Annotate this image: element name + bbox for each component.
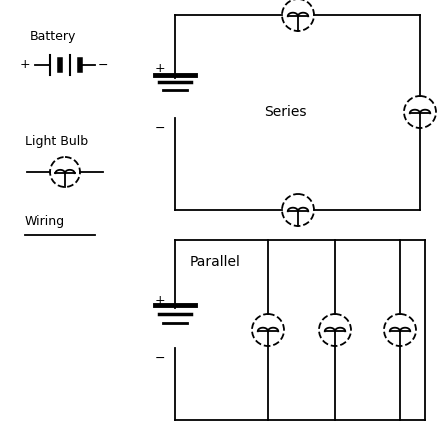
Text: Battery: Battery xyxy=(30,30,76,43)
Text: +: + xyxy=(155,293,165,307)
Text: +: + xyxy=(20,58,30,72)
Text: −: − xyxy=(155,122,165,134)
Text: −: − xyxy=(155,351,165,364)
Text: Light Bulb: Light Bulb xyxy=(25,135,88,148)
Text: Parallel: Parallel xyxy=(190,255,241,269)
Text: Series: Series xyxy=(264,105,306,119)
Text: −: − xyxy=(98,58,108,72)
Text: +: + xyxy=(155,61,165,75)
Text: Wiring: Wiring xyxy=(25,215,65,228)
